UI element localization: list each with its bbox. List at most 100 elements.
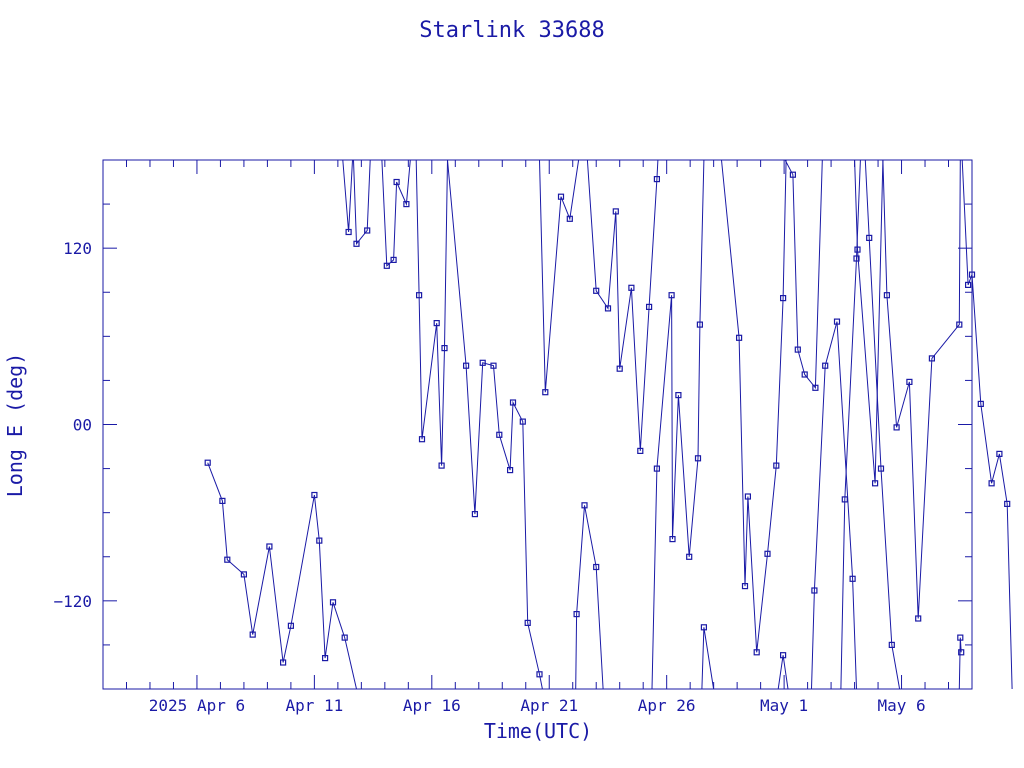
series-group bbox=[700, 624, 715, 690]
series-line bbox=[342, 159, 353, 233]
data-point bbox=[928, 355, 936, 362]
data-point bbox=[741, 582, 749, 590]
series-line bbox=[651, 159, 705, 690]
data-point bbox=[968, 271, 976, 278]
data-point bbox=[789, 171, 797, 178]
series-group bbox=[573, 502, 604, 690]
series-group bbox=[539, 159, 580, 396]
data-point bbox=[694, 455, 702, 462]
series-line bbox=[811, 321, 857, 690]
data-point bbox=[668, 292, 675, 299]
data-point bbox=[996, 450, 1003, 457]
tick-labels: 2025 Apr 6 Apr 11 Apr 16 Apr 21 Apr 26 May 1 M… bbox=[53, 239, 925, 715]
data-point bbox=[744, 493, 752, 500]
data-point bbox=[364, 227, 371, 234]
axis-ticks bbox=[103, 160, 972, 689]
series-group bbox=[811, 318, 857, 690]
series-group bbox=[353, 159, 371, 247]
data-point bbox=[849, 575, 856, 582]
data-point bbox=[311, 491, 318, 499]
x-tick-label: Apr 26 bbox=[638, 696, 696, 715]
data-point bbox=[833, 318, 841, 325]
data-point bbox=[877, 465, 885, 472]
data-point bbox=[390, 256, 397, 263]
data-point bbox=[696, 321, 704, 328]
data-point bbox=[219, 497, 226, 504]
series-line bbox=[840, 159, 861, 690]
series-group bbox=[415, 159, 448, 469]
series-group bbox=[840, 159, 861, 690]
data-point bbox=[418, 436, 426, 443]
data-point bbox=[915, 615, 922, 622]
data-point bbox=[204, 459, 211, 466]
data-point bbox=[509, 399, 517, 406]
series-layer bbox=[204, 159, 1013, 690]
series-group bbox=[586, 159, 661, 454]
series-line bbox=[701, 627, 715, 690]
data-point bbox=[463, 362, 470, 369]
series-line bbox=[539, 159, 580, 393]
data-point bbox=[266, 543, 273, 550]
x-tick-label: Apr 16 bbox=[403, 696, 461, 715]
series-group bbox=[447, 159, 543, 690]
data-point bbox=[496, 431, 503, 438]
data-point bbox=[893, 424, 900, 431]
series-group bbox=[204, 459, 357, 690]
data-point bbox=[393, 178, 400, 186]
data-point bbox=[604, 305, 612, 312]
data-point bbox=[441, 345, 448, 352]
data-point bbox=[616, 365, 623, 372]
series-group bbox=[882, 159, 963, 622]
series-group bbox=[342, 159, 353, 236]
series-group bbox=[784, 159, 823, 391]
data-point bbox=[779, 295, 787, 302]
series-line bbox=[575, 505, 604, 690]
data-point bbox=[433, 320, 440, 327]
data-point bbox=[854, 246, 861, 253]
data-point bbox=[612, 208, 619, 215]
data-point bbox=[853, 255, 860, 262]
series-line bbox=[415, 159, 448, 466]
data-point bbox=[773, 462, 780, 469]
series-group bbox=[381, 159, 411, 269]
data-point bbox=[416, 292, 423, 299]
series-group bbox=[651, 159, 705, 690]
data-point bbox=[1004, 500, 1011, 507]
data-point bbox=[957, 634, 964, 641]
data-point bbox=[249, 631, 256, 638]
data-point bbox=[490, 362, 497, 369]
series-line bbox=[961, 159, 1013, 690]
series-line bbox=[353, 159, 371, 246]
series-group bbox=[777, 652, 789, 690]
data-point bbox=[669, 535, 676, 543]
data-point bbox=[403, 201, 410, 208]
y-tick-label: 00 bbox=[73, 416, 92, 435]
series-line bbox=[447, 159, 543, 690]
data-point bbox=[471, 511, 478, 518]
series-group bbox=[854, 159, 884, 487]
data-point bbox=[316, 537, 323, 544]
data-point bbox=[764, 550, 771, 557]
data-point bbox=[479, 359, 486, 366]
data-point bbox=[794, 346, 801, 353]
data-point bbox=[287, 622, 294, 629]
x-tick-label: 2025 Apr 6 bbox=[149, 696, 245, 715]
data-point bbox=[653, 176, 661, 183]
series-line bbox=[864, 159, 901, 690]
data-point bbox=[383, 262, 390, 269]
series-line bbox=[586, 159, 659, 451]
data-point bbox=[341, 634, 348, 641]
x-tick-label: Apr 21 bbox=[520, 696, 578, 715]
data-point bbox=[566, 215, 573, 222]
y-tick-label: 120 bbox=[63, 239, 92, 258]
data-point bbox=[519, 418, 526, 425]
data-point bbox=[888, 641, 895, 649]
data-point bbox=[581, 502, 588, 509]
series-line bbox=[207, 462, 357, 690]
data-point bbox=[653, 465, 661, 472]
data-point bbox=[958, 649, 965, 656]
x-tick-label: May 6 bbox=[877, 696, 925, 715]
data-point bbox=[628, 284, 635, 291]
data-point bbox=[866, 234, 873, 241]
